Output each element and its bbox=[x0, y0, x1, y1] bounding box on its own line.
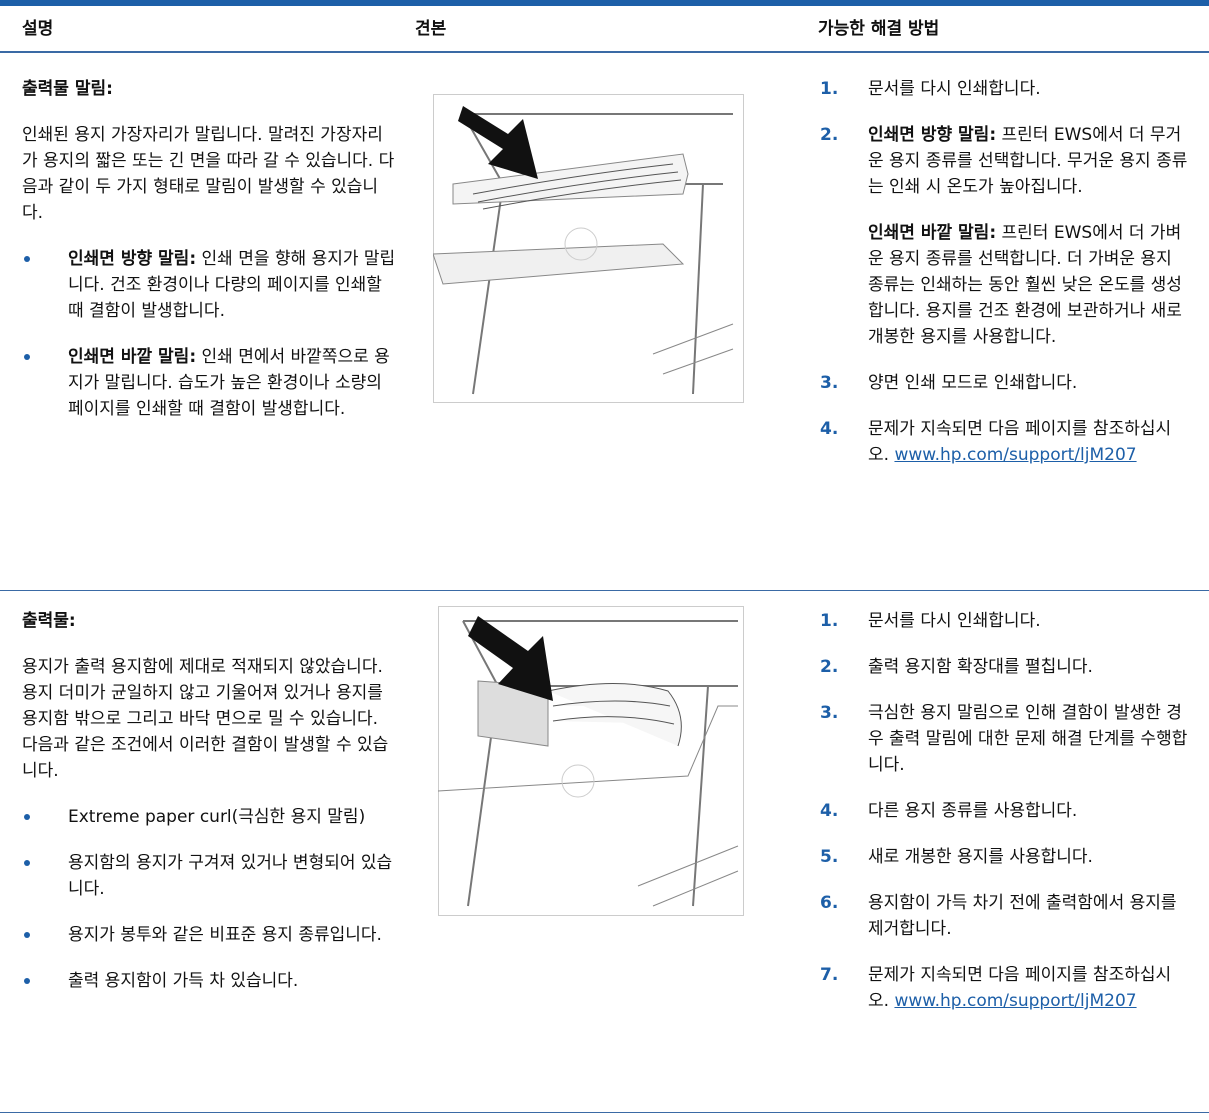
bullet-text: 용지가 봉투와 같은 비표준 용지 종류입니다. bbox=[68, 925, 382, 945]
step-number: 4. bbox=[820, 419, 839, 439]
step-text: 문제가 지속되면 다음 페이지를 참조하십시오. bbox=[868, 419, 1172, 465]
bullet-text: 출력 용지함이 가득 차 있습니다. bbox=[68, 971, 299, 991]
step-text: 다른 용지 종류를 사용합니다. bbox=[868, 801, 1078, 821]
paragraph: 용지가 출력 용지함에 제대로 적재되지 않았습니다. 용지 더미가 균일하지 … bbox=[22, 657, 389, 781]
solutions: 1. 문서를 다시 인쇄합니다. 2. 출력 용지함 확장대를 펼칩니다. 3. 극심… bbox=[818, 608, 1190, 1034]
sample-image bbox=[433, 94, 744, 403]
term: 인쇄면 바깥 말림: bbox=[68, 347, 197, 367]
step-text: 문제가 지속되면 다음 페이지를 참조하십시오. bbox=[868, 965, 1172, 1011]
row-rule bbox=[0, 1112, 1209, 1113]
step: 1. 문서를 다시 인쇄합니다. bbox=[818, 608, 1190, 634]
step-text: 새로 개봉한 용지를 사용합니다. bbox=[868, 847, 1093, 867]
solutions: 1. 문서를 다시 인쇄합니다. 2. 인쇄면 방향 말림: 프린터 EWS에서 … bbox=[818, 76, 1190, 488]
step-number: 5. bbox=[820, 847, 839, 867]
term: 인쇄면 방향 말림: bbox=[868, 125, 997, 145]
step: 7. 문제가 지속되면 다음 페이지를 참조하십시오. www.hp.com/su… bbox=[818, 962, 1190, 1014]
step-text: 문서를 다시 인쇄합니다. bbox=[868, 611, 1041, 631]
step-text: 프린터 EWS에서 더 무거운 용지 종류를 선택합니다. 무거운 용지 종류는… bbox=[868, 125, 1188, 197]
header-rule bbox=[0, 51, 1209, 53]
paragraph: 인쇄된 용지 가장자리가 말립니다. 말려진 가장자리가 용지의 짧은 또는 긴… bbox=[22, 125, 395, 223]
term: 인쇄면 방향 말림: bbox=[68, 249, 197, 269]
description: 출력물 말림: 인쇄된 용지 가장자리가 말립니다. 말려진 가장자리가 용지의… bbox=[22, 76, 397, 442]
step-number: 3. bbox=[820, 373, 839, 393]
step-text: 극심한 용지 말림으로 인해 결함이 발생한 경우 출력 말림에 대한 문제 해… bbox=[868, 703, 1188, 775]
bullet-text: Extreme paper curl(극심한 용지 말림) bbox=[68, 807, 366, 827]
top-bar bbox=[0, 0, 1209, 6]
step: 5. 새로 개봉한 용지를 사용합니다. bbox=[818, 844, 1190, 870]
step: 4. 다른 용지 종류를 사용합니다. bbox=[818, 798, 1190, 824]
row-rule bbox=[0, 590, 1209, 591]
step: 2. 인쇄면 방향 말림: 프린터 EWS에서 더 무거운 용지 종류를 선택합… bbox=[818, 122, 1190, 350]
step-number: 1. bbox=[820, 79, 839, 99]
step: 3. 양면 인쇄 모드로 인쇄합니다. bbox=[818, 370, 1190, 396]
bullet: 용지가 봉투와 같은 비표준 용지 종류입니다. bbox=[22, 922, 397, 948]
step-number: 3. bbox=[820, 703, 839, 723]
bullet: Extreme paper curl(극심한 용지 말림) bbox=[22, 804, 397, 830]
row-title: 출력물: bbox=[22, 611, 76, 631]
support-link[interactable]: www.hp.com/support/ljM207 bbox=[894, 445, 1137, 465]
step-text: 양면 인쇄 모드로 인쇄합니다. bbox=[868, 373, 1078, 393]
step-number: 2. bbox=[820, 657, 839, 677]
sample-image bbox=[438, 606, 744, 916]
bullet-text: 인쇄 면을 향해 용지가 말립니다. 건조 환경이나 다량의 페이지를 인쇄할 … bbox=[68, 249, 396, 321]
step-text: 용지함이 가득 차기 전에 출력함에서 용지를 제거합니다. bbox=[868, 893, 1177, 939]
bullet-text: 용지함의 용지가 구겨져 있거나 변형되어 있습니다. bbox=[68, 853, 393, 899]
step-text: 문서를 다시 인쇄합니다. bbox=[868, 79, 1041, 99]
support-link[interactable]: www.hp.com/support/ljM207 bbox=[894, 991, 1137, 1011]
step-text: 프린터 EWS에서 더 가벼운 용지 종류를 선택합니다. 더 가벼운 용지 종… bbox=[868, 223, 1182, 347]
step-number: 4. bbox=[820, 801, 839, 821]
column-header: 가능한 해결 방법 bbox=[818, 19, 940, 39]
bullet: 용지함의 용지가 구겨져 있거나 변형되어 있습니다. bbox=[22, 850, 397, 902]
step-text: 출력 용지함 확장대를 펼칩니다. bbox=[868, 657, 1093, 677]
row-title: 출력물 말림: bbox=[22, 79, 113, 99]
column-header: 견본 bbox=[415, 19, 447, 39]
description: 출력물: 용지가 출력 용지함에 제대로 적재되지 않았습니다. 용지 더미가 … bbox=[22, 608, 397, 1014]
step: 3. 극심한 용지 말림으로 인해 결함이 발생한 경우 출력 말림에 대한 문제… bbox=[818, 700, 1190, 778]
bullet: 인쇄면 방향 말림: 인쇄 면을 향해 용지가 말립니다. 건조 환경이나 다량… bbox=[22, 246, 397, 324]
term: 인쇄면 바깥 말림: bbox=[868, 223, 997, 243]
step-number: 7. bbox=[820, 965, 839, 985]
step: 4. 문제가 지속되면 다음 페이지를 참조하십시오. www.hp.com/su… bbox=[818, 416, 1190, 468]
step: 1. 문서를 다시 인쇄합니다. bbox=[818, 76, 1190, 102]
step: 2. 출력 용지함 확장대를 펼칩니다. bbox=[818, 654, 1190, 680]
bullet-text: 인쇄 면에서 바깥쪽으로 용지가 말립니다. 습도가 높은 환경이나 소량의 페… bbox=[68, 347, 390, 419]
column-header: 설명 bbox=[22, 19, 54, 39]
step: 6. 용지함이 가득 차기 전에 출력함에서 용지를 제거합니다. bbox=[818, 890, 1190, 942]
step-number: 2. bbox=[820, 125, 839, 145]
step-number: 1. bbox=[820, 611, 839, 631]
bullet: 출력 용지함이 가득 차 있습니다. bbox=[22, 968, 397, 994]
bullet: 인쇄면 바깥 말림: 인쇄 면에서 바깥쪽으로 용지가 말립니다. 습도가 높은… bbox=[22, 344, 397, 422]
step-number: 6. bbox=[820, 893, 839, 913]
